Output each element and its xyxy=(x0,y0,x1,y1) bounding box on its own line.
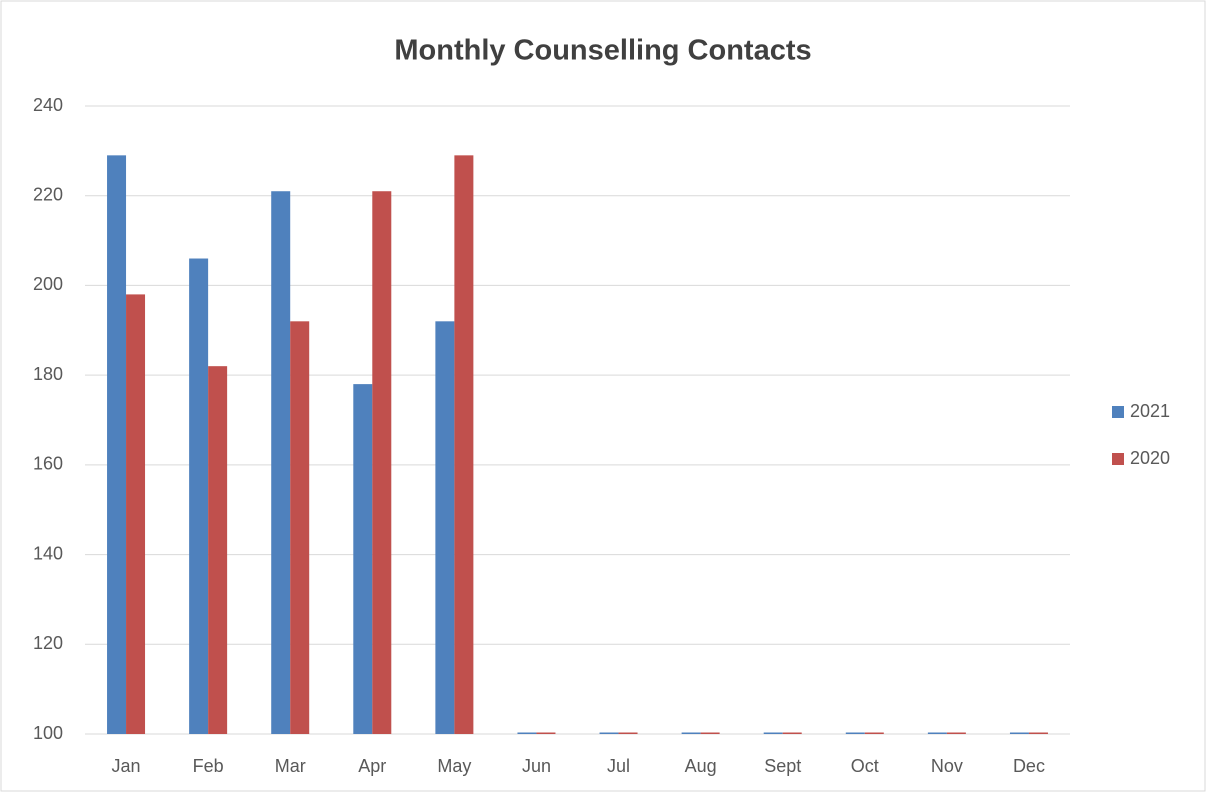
x-tick-label: May xyxy=(437,756,471,776)
y-tick-label: 220 xyxy=(33,184,63,204)
x-tick-label: Nov xyxy=(931,756,963,776)
bar xyxy=(271,191,291,734)
y-tick-label: 140 xyxy=(33,543,63,563)
bar xyxy=(107,155,127,735)
x-tick-label: Jun xyxy=(522,756,551,776)
bar xyxy=(618,732,638,734)
bar xyxy=(126,294,146,734)
legend-label: 2021 xyxy=(1130,401,1170,421)
legend-swatch xyxy=(1112,406,1124,418)
y-tick-label: 200 xyxy=(33,274,63,294)
bar xyxy=(290,321,310,734)
bar xyxy=(864,732,884,734)
bar xyxy=(536,732,556,734)
x-tick-label: Jan xyxy=(112,756,141,776)
bar xyxy=(927,732,947,734)
x-tick-label: Feb xyxy=(193,756,224,776)
bar xyxy=(435,321,455,734)
bar xyxy=(946,732,966,734)
bar xyxy=(845,732,865,734)
bar xyxy=(353,384,373,734)
x-tick-label: Aug xyxy=(685,756,717,776)
bar xyxy=(208,366,228,734)
y-tick-label: 120 xyxy=(33,633,63,653)
chart-title: Monthly Counselling Contacts xyxy=(394,35,811,67)
legend-swatch xyxy=(1112,453,1124,465)
y-tick-label: 180 xyxy=(33,364,63,384)
bar xyxy=(189,258,209,734)
x-tick-label: Apr xyxy=(358,756,386,776)
bar xyxy=(454,155,474,735)
x-tick-label: Sept xyxy=(764,756,801,776)
bar xyxy=(1009,732,1029,734)
x-tick-label: Mar xyxy=(275,756,306,776)
bar xyxy=(681,732,701,734)
x-tick-label: Oct xyxy=(851,756,879,776)
y-tick-label: 100 xyxy=(33,723,63,743)
bar xyxy=(1028,732,1048,734)
y-tick-label: 240 xyxy=(33,95,63,115)
bar xyxy=(517,732,537,734)
x-tick-label: Dec xyxy=(1013,756,1045,776)
bar xyxy=(599,732,619,734)
bar xyxy=(782,732,802,734)
y-tick-label: 160 xyxy=(33,454,63,474)
bar xyxy=(763,732,783,734)
bar xyxy=(700,732,720,734)
bar xyxy=(372,191,392,734)
x-tick-label: Jul xyxy=(607,756,630,776)
legend-label: 2020 xyxy=(1130,448,1170,468)
